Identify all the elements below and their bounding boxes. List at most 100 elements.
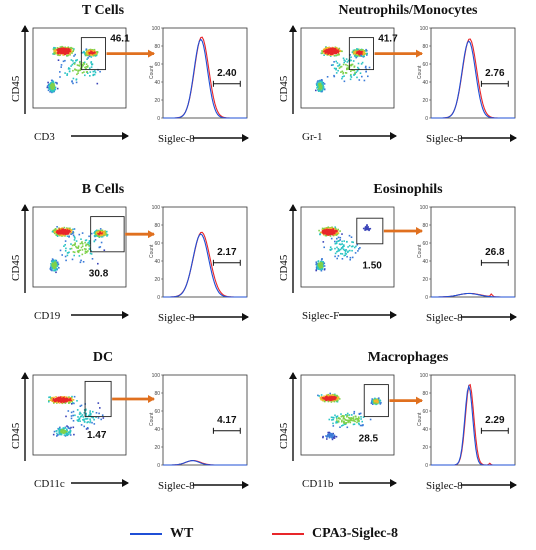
histogram-x-axis-label: Siglec-8 (426, 312, 463, 324)
histogram-y-tick-label: 80 (154, 223, 160, 229)
histogram-percentage: 26.8 (485, 247, 505, 258)
histogram-y-tick-label: 100 (420, 26, 429, 32)
y-axis-label: CD45 (10, 75, 22, 102)
histogram-y-tick-label: 20 (422, 277, 428, 283)
histogram-y-tick-label: 0 (425, 463, 428, 469)
histogram-y-tick-label: 20 (422, 445, 428, 451)
scatter-cells (49, 226, 109, 274)
histogram-y-tick-label: 80 (154, 391, 160, 397)
legend-swatch-cpa3 (272, 533, 304, 535)
panel-title: Neutrophils/Monocytes (339, 3, 479, 18)
histogram-percentage: 4.17 (217, 415, 237, 426)
scatter-cells (315, 224, 372, 272)
histogram-x-axis-label: Siglec-8 (158, 312, 195, 324)
panel-title: Eosinophils (373, 182, 443, 197)
histogram-x-axis-label: Siglec-8 (426, 480, 463, 492)
legend-item-cpa3: CPA3-Siglec-8 (272, 524, 398, 544)
histogram-y-tick-label: 0 (157, 116, 160, 122)
histogram-y-tick-label: 40 (422, 80, 428, 86)
y-axis-label: CD45 (278, 422, 290, 449)
panel-cd11c: DC 1.47 CD45 CD11c 0 20 40 60 80 100 Count 4.17 Sigl… (10, 350, 249, 492)
x-axis-label: CD19 (34, 310, 61, 322)
gate-box (348, 37, 374, 71)
histogram-y-tick-label: 80 (422, 223, 428, 229)
histogram-y-tick-label: 0 (425, 116, 428, 122)
histogram-line-wt (431, 292, 515, 298)
histogram-percentage: 2.40 (217, 68, 237, 79)
legend-label-cpa3: CPA3-Siglec-8 (312, 526, 399, 541)
histogram-x-axis-label: Siglec-8 (426, 133, 463, 145)
histogram-y-tick-label: 0 (157, 463, 160, 469)
histogram-y-tick-label: 100 (152, 205, 161, 211)
histogram-y-tick-label: 40 (154, 259, 160, 265)
histogram-y-tick-label: 20 (422, 98, 428, 104)
histogram-x-axis-label: Siglec-8 (158, 133, 195, 145)
histogram-frame (162, 206, 248, 298)
legend-item-wt: WT (130, 524, 193, 544)
histogram-y-tick-label: 60 (154, 409, 160, 415)
scatter-plot-frame (32, 374, 127, 456)
panel-cd3: T Cells 46.1 CD45 CD3 0 20 40 60 80 100 Count 2.40 S… (10, 3, 249, 145)
histogram-y-tick-label: 20 (154, 98, 160, 104)
histogram-y-tick-label: 80 (422, 44, 428, 50)
histogram-y-tick-label: 100 (152, 26, 161, 32)
histogram-y-tick-label: 60 (154, 241, 160, 247)
y-axis-label: CD45 (278, 75, 290, 102)
x-axis-label: CD11b (302, 478, 334, 490)
gate-percentage: 30.8 (89, 269, 109, 280)
histogram-y-tick-label: 40 (422, 259, 428, 265)
histogram-x-axis-label: Siglec-8 (158, 480, 195, 492)
legend-swatch-wt (130, 533, 162, 535)
scatter-cells (317, 392, 382, 441)
gate-percentage: 1.50 (362, 261, 382, 272)
histogram-count-label: Count (417, 244, 423, 258)
histogram-y-tick-label: 100 (420, 373, 429, 379)
histogram-y-tick-label: 80 (422, 391, 428, 397)
y-axis-label: CD45 (10, 254, 22, 281)
histogram-y-tick-label: 40 (154, 80, 160, 86)
panel-title: T Cells (82, 3, 125, 18)
histogram-percentage: 2.76 (485, 68, 505, 79)
x-axis-label: CD3 (34, 131, 55, 143)
histogram-count-label: Count (149, 412, 155, 426)
histogram-y-tick-label: 20 (154, 277, 160, 283)
histogram-line-wt (163, 460, 247, 466)
scatter-cells (315, 46, 371, 93)
panel-siglec-f: Eosinophils 1.50 CD45 Siglec-F 0 20 40 60 80 100 C… (278, 182, 517, 324)
histogram-y-tick-label: 80 (154, 44, 160, 50)
histogram-percentage: 2.29 (485, 415, 505, 426)
panel-gr-1: Neutrophils/Monocytes 41.7 CD45 Gr-1 0 20 40 60… (278, 3, 517, 145)
x-axis-label: CD11c (34, 478, 65, 490)
histogram-y-tick-label: 20 (154, 445, 160, 451)
histogram-frame (162, 374, 248, 466)
gate-box (356, 217, 384, 245)
histogram-percentage: 2.17 (217, 247, 237, 258)
y-axis-label: CD45 (278, 254, 290, 281)
histogram-line-wt (163, 38, 247, 119)
histogram-line-wt (163, 233, 247, 298)
scatter-cells (48, 395, 105, 437)
histogram-line-wt (431, 40, 515, 119)
y-axis-label: CD45 (10, 422, 22, 449)
histogram-count-label: Count (149, 244, 155, 258)
histogram-frame (430, 27, 516, 119)
histogram-y-tick-label: 40 (422, 427, 428, 433)
gate-box (84, 380, 112, 418)
histogram-y-tick-label: 60 (154, 62, 160, 68)
scatter-plot-frame (32, 206, 127, 288)
gate-box (363, 384, 389, 418)
gate-percentage: 41.7 (378, 34, 398, 45)
histogram-y-tick-label: 100 (420, 205, 429, 211)
histogram-frame (162, 27, 248, 119)
gate-box (80, 37, 106, 71)
histogram-line-wt (431, 384, 515, 466)
gate-percentage: 1.47 (87, 430, 107, 441)
histogram-y-tick-label: 0 (157, 295, 160, 301)
scatter-cells (46, 45, 101, 94)
legend-label-wt: WT (170, 526, 194, 541)
panel-title: DC (93, 350, 113, 365)
histogram-count-label: Count (149, 65, 155, 79)
panel-title: B Cells (82, 182, 125, 197)
histogram-y-tick-label: 100 (152, 373, 161, 379)
histogram-count-label: Count (417, 65, 423, 79)
